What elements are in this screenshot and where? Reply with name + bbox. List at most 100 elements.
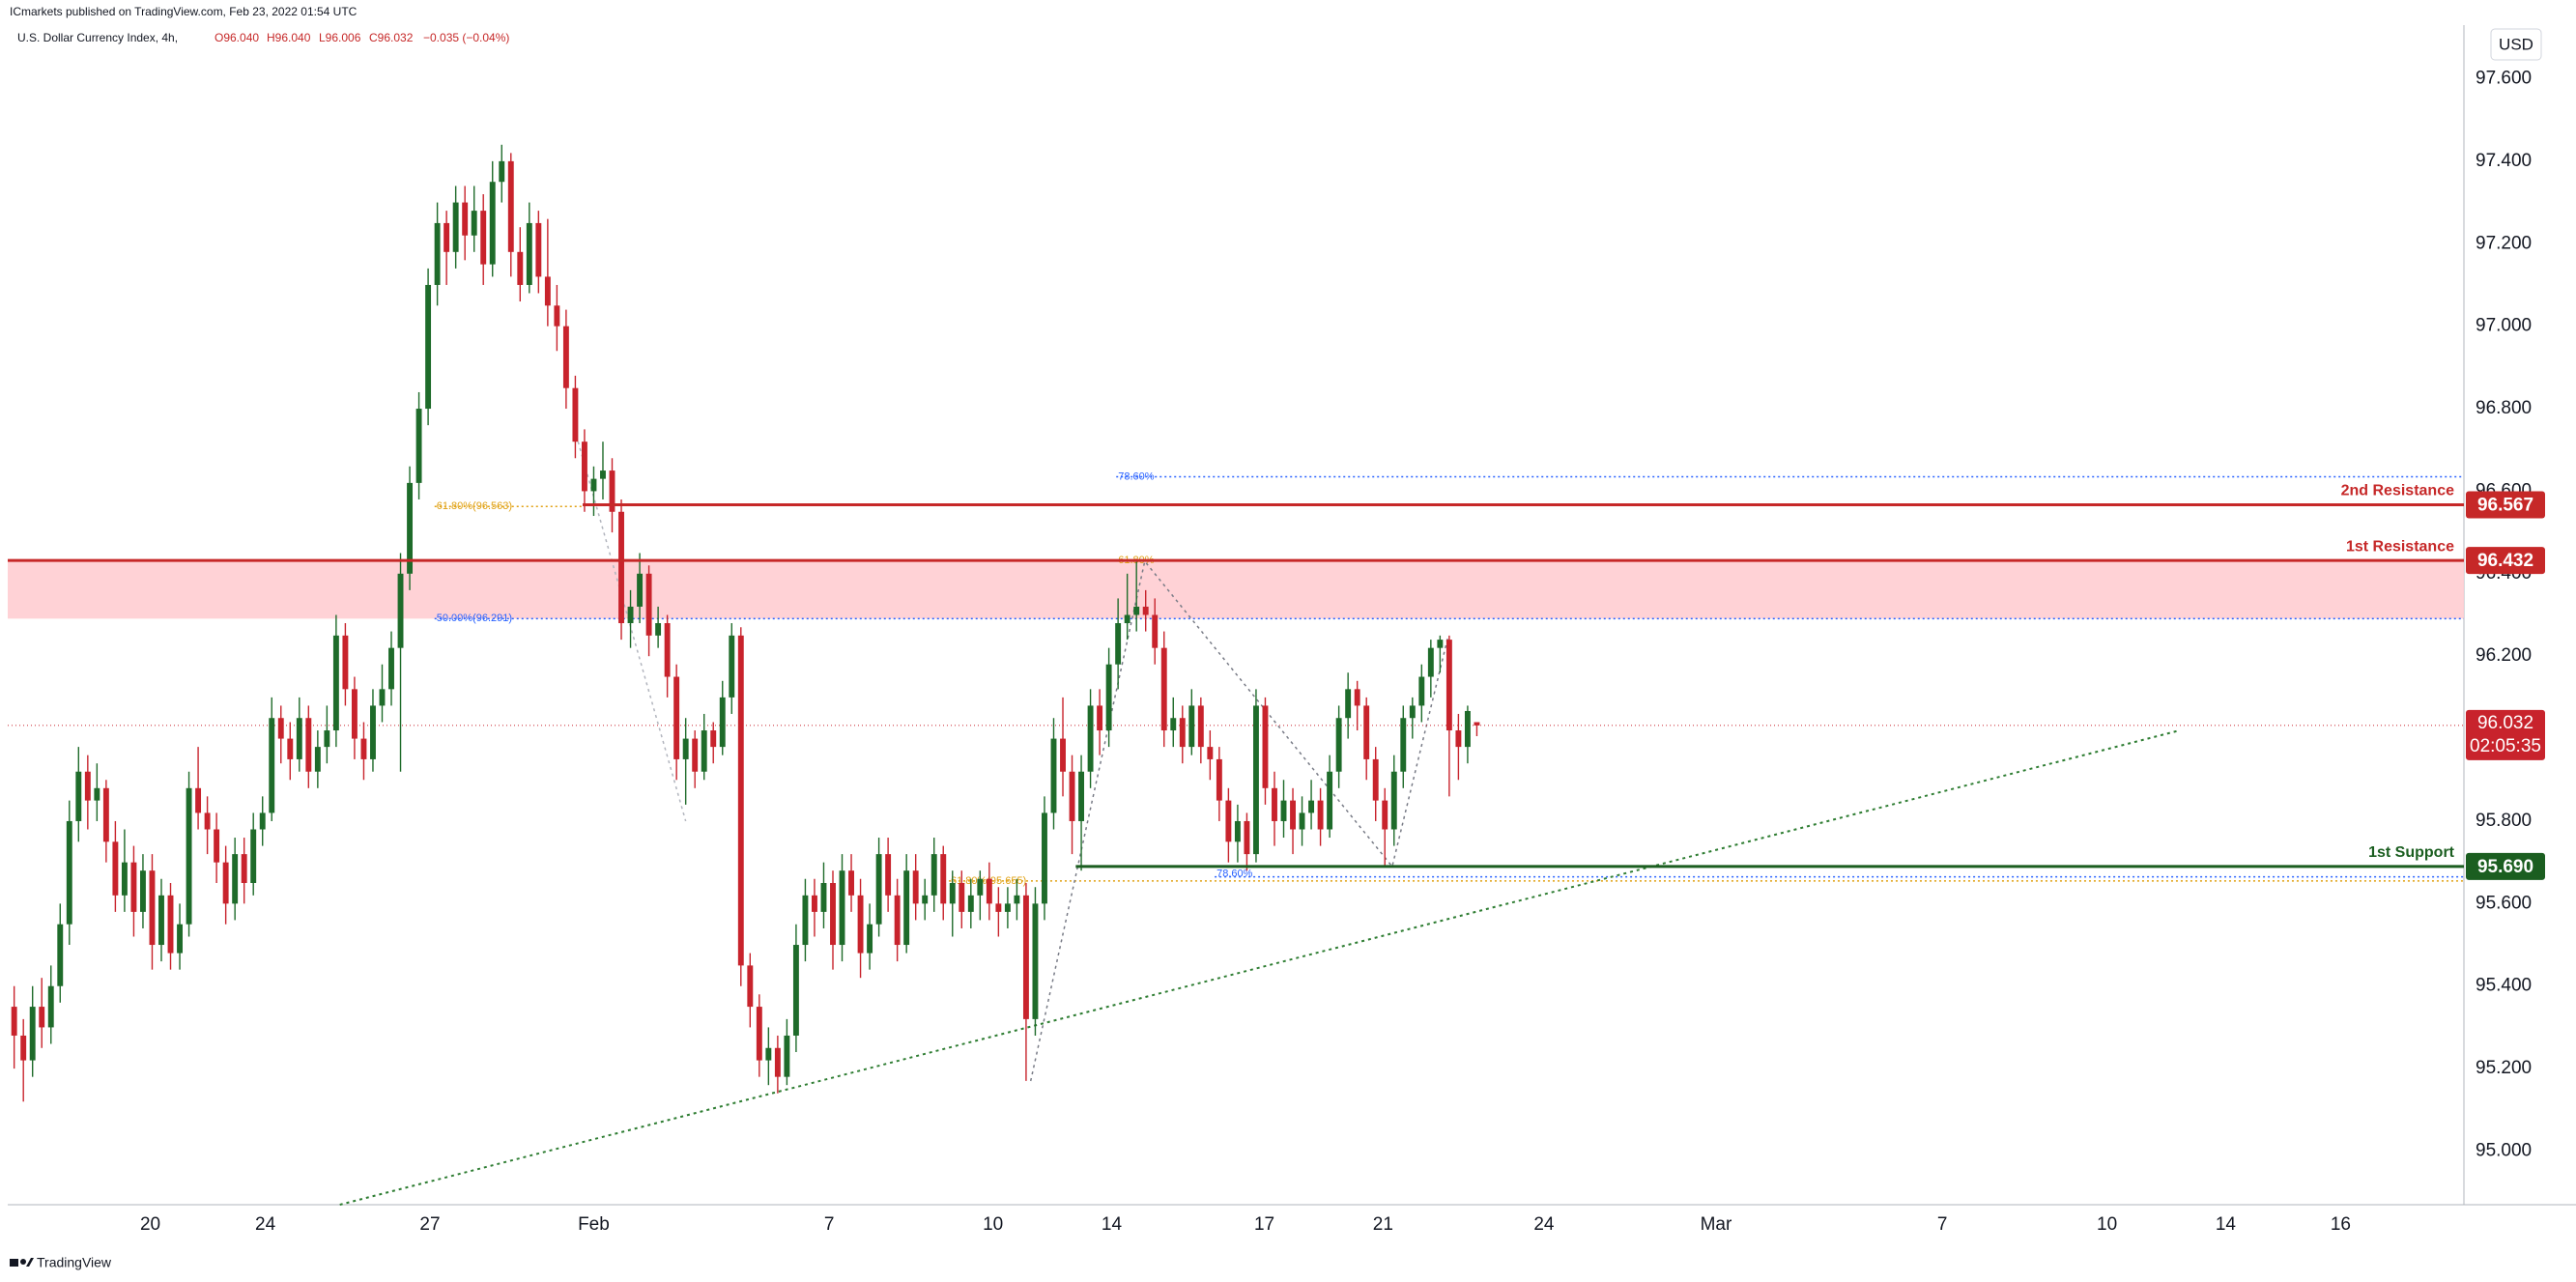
- candle-body: [1317, 800, 1324, 830]
- y-tick-label: 97.400: [2476, 151, 2532, 171]
- candle-body: [1004, 903, 1011, 912]
- candle-body: [351, 689, 358, 739]
- candle-body: [360, 738, 367, 759]
- candle-body: [710, 730, 717, 748]
- candle-body: [324, 730, 330, 748]
- candle-body: [1335, 718, 1342, 772]
- candle-body: [562, 326, 569, 388]
- candle-body: [839, 870, 845, 946]
- currency-box[interactable]: [2490, 28, 2542, 61]
- candle-body: [388, 647, 394, 690]
- zigzag: [1029, 559, 1449, 1082]
- y-tick-label: 95.400: [2476, 976, 2532, 996]
- candle-body: [600, 470, 606, 479]
- ohlc-open: O96.040: [215, 31, 259, 44]
- candle-body: [1272, 787, 1277, 821]
- candle-body: [1124, 614, 1131, 624]
- candle-body: [526, 222, 532, 285]
- candle-body: [848, 870, 854, 896]
- candle-body: [332, 635, 339, 731]
- candle-body: [1390, 771, 1397, 830]
- x-tick-label: 24: [255, 1214, 276, 1235]
- candle-body: [930, 854, 937, 896]
- candle-body: [544, 276, 551, 306]
- currency: USD: [2499, 35, 2533, 53]
- candle-body: [554, 305, 560, 327]
- candle-body: [296, 718, 302, 759]
- candle-body: [903, 870, 910, 946]
- candle-body: [1372, 758, 1379, 801]
- candle-body: [1299, 812, 1305, 830]
- candle-body: [719, 697, 726, 748]
- candle-body: [995, 903, 1002, 912]
- candle-body: [1400, 718, 1407, 772]
- x-tick-label: Mar: [1701, 1214, 1732, 1235]
- candle-body: [1179, 718, 1186, 748]
- level-price: 96.567: [2477, 496, 2533, 516]
- publish-note: ICmarkets published on TradingView.com, …: [10, 5, 358, 18]
- candle-body: [149, 870, 156, 946]
- candle-body: [664, 623, 671, 677]
- candle-body: [977, 878, 984, 896]
- candle-body: [204, 812, 211, 830]
- candle-body: [370, 705, 376, 759]
- candle-body: [949, 883, 956, 904]
- fib-label: 50.00%(96.291): [437, 613, 512, 624]
- x-tick-label: 7: [1937, 1214, 1948, 1235]
- candle-body: [1105, 664, 1112, 731]
- candle-body: [1216, 758, 1222, 801]
- candle-body: [305, 718, 312, 772]
- x-tick-label: 7: [824, 1214, 835, 1235]
- candle-body: [241, 854, 247, 883]
- brand: TradingView: [37, 1255, 112, 1270]
- candle-body: [1252, 705, 1259, 855]
- candle-body: [655, 623, 662, 636]
- candle-body: [250, 829, 257, 883]
- candle-body: [222, 862, 229, 904]
- fib-label: 78.60%: [1216, 869, 1253, 880]
- candle-body: [765, 1047, 772, 1061]
- candle-body: [1022, 895, 1029, 1019]
- candle-body: [287, 738, 294, 759]
- candle-body: [489, 182, 496, 265]
- ohlc-high: H96.040: [267, 31, 311, 44]
- last-price-box: [2466, 709, 2545, 760]
- fib-label: 78.60%: [1118, 470, 1155, 482]
- candle-body: [517, 251, 524, 285]
- candle-body: [259, 812, 266, 830]
- candle-body: [857, 895, 864, 954]
- level-price-box: [2466, 852, 2545, 880]
- y-tick-label: 95.200: [2476, 1058, 2532, 1078]
- candle-body: [1225, 800, 1232, 842]
- candle-body: [774, 1047, 781, 1077]
- candle-body: [867, 924, 873, 954]
- candle-body: [1097, 705, 1103, 731]
- candle-body: [590, 478, 597, 492]
- candle-body: [959, 883, 965, 912]
- candle-body: [379, 689, 386, 706]
- candle-body: [940, 854, 947, 904]
- candle-body: [682, 738, 689, 759]
- level-price-box: [2466, 547, 2545, 575]
- candle-body: [130, 862, 137, 912]
- x-tick-label: 14: [2216, 1214, 2237, 1235]
- fib-label: 61.80%(96.563): [437, 500, 512, 512]
- candle-body: [57, 924, 64, 986]
- candle-body: [1069, 771, 1075, 821]
- candle-body: [1234, 820, 1241, 842]
- trendline: [339, 729, 2181, 1206]
- candle-body: [29, 1007, 36, 1061]
- x-tick-label: Feb: [578, 1214, 610, 1235]
- candle-body: [894, 895, 901, 946]
- candle-body: [214, 829, 220, 863]
- countdown: 02:05:35: [2470, 736, 2541, 756]
- x-tick-label: 16: [2331, 1214, 2351, 1235]
- candle-body: [875, 854, 882, 925]
- last-price: 96.032: [2477, 713, 2533, 733]
- candle-body: [692, 738, 699, 772]
- level-name: 1st Support: [2368, 844, 2455, 861]
- ohlc-change: −0.035 (−0.04%): [423, 31, 509, 44]
- y-tick-label: 97.000: [2476, 316, 2532, 336]
- candle-body: [737, 635, 744, 966]
